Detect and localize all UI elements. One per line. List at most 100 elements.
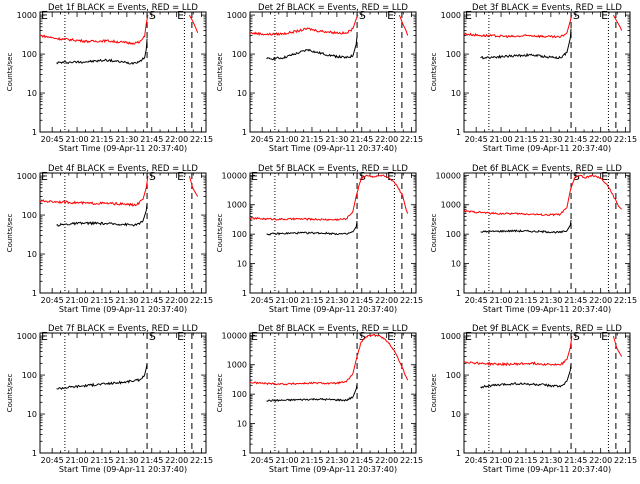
event-marker-label: S — [149, 170, 156, 183]
chart-panel-4: Det 4f BLACK = Events, RED = LLD 1 10 100 10… — [6, 164, 213, 314]
y-tick-label: 1 — [242, 449, 247, 458]
chart-title: Det 3f BLACK = Events, RED = LLD — [472, 3, 622, 13]
y-tick-label: 1000 — [441, 201, 461, 210]
chart-panel-8: Det 8f BLACK = Events, RED = LLD 1 10 100 10… — [216, 324, 423, 474]
y-tick-label: 1000 — [17, 11, 37, 20]
y-tick-label: 10000 — [222, 331, 247, 340]
event-marker-label: S — [359, 9, 366, 22]
x-tick-label: 20:45 — [41, 296, 64, 305]
y-tick-label: 1 — [242, 289, 247, 298]
x-tick-label: 21:00 — [276, 456, 299, 465]
y-tick-label: 100 — [446, 371, 461, 380]
x-tick-label: 20:45 — [465, 456, 488, 465]
events-series-line — [56, 203, 148, 227]
x-tick-label: 20:45 — [251, 456, 274, 465]
chart-title: Det 7f BLACK = Events, RED = LLD — [48, 324, 198, 334]
event-marker-label: S — [359, 170, 366, 183]
event-marker-label: E — [41, 170, 48, 183]
chart-title: Det 2f BLACK = Events, RED = LLD — [258, 3, 408, 13]
y-tick-label: 1 — [32, 289, 37, 298]
lld-series-line — [40, 14, 149, 46]
x-tick-label: 22:15 — [614, 135, 637, 144]
x-tick-label: 22:15 — [190, 296, 213, 305]
y-axis-label: Counts/sec — [6, 214, 14, 253]
y-axis-label: Counts/sec — [430, 214, 438, 253]
x-tick-label: 20:45 — [41, 135, 64, 144]
event-marker-label: E — [465, 9, 472, 22]
event-marker-label: E — [601, 330, 608, 343]
y-tick-label: 1000 — [227, 11, 247, 20]
x-tick-label: 20:45 — [251, 296, 274, 305]
y-axis-label: Counts/sec — [430, 53, 438, 92]
lld-series-line — [40, 176, 149, 207]
event-marker-label: E — [41, 9, 48, 22]
chart-panel-6: Det 6f BLACK = Events, RED = LLD 1 10 100 10… — [430, 164, 637, 314]
lld-series-line — [612, 14, 623, 31]
plot-frame — [463, 332, 631, 454]
x-tick-label: 21:00 — [490, 456, 513, 465]
x-tick-label: 20:45 — [251, 135, 274, 144]
x-tick-label: 20:45 — [41, 456, 64, 465]
x-tick-label: 22:00 — [165, 296, 188, 305]
x-axis-label: Start Time (09-Apr-11 20:37:40) — [483, 305, 611, 314]
x-tick-label: 21:45 — [140, 456, 163, 465]
lld-series-line — [464, 336, 573, 367]
x-tick-label: 21:15 — [514, 456, 537, 465]
x-tick-label: 21:45 — [140, 296, 163, 305]
event-marker-label: E — [177, 9, 184, 22]
chart-panel-2: Det 2f BLACK = Events, RED = LLD 1 10 100 10… — [216, 3, 423, 153]
y-tick-label: 1000 — [441, 11, 461, 20]
y-tick-label: 10 — [27, 250, 37, 259]
plot-frame — [463, 11, 631, 133]
x-tick-label: 21:00 — [66, 296, 89, 305]
y-axis-label: Counts/sec — [216, 53, 224, 92]
event-marker-label: E — [601, 9, 608, 22]
event-marker-label: E — [251, 170, 258, 183]
x-tick-label: 21:00 — [276, 296, 299, 305]
event-marker-label: E — [387, 9, 394, 22]
y-tick-label: 1 — [32, 449, 37, 458]
y-tick-label: 100 — [232, 50, 247, 59]
x-tick-label: 21:30 — [539, 296, 562, 305]
plot-frame — [39, 332, 207, 454]
plot-frame — [249, 11, 417, 133]
x-tick-label: 21:00 — [66, 456, 89, 465]
y-tick-label: 1 — [242, 128, 247, 137]
x-tick-label: 21:15 — [514, 135, 537, 144]
x-tick-label: 22:00 — [589, 456, 612, 465]
event-marker-label: S — [573, 330, 580, 343]
events-series-line — [480, 363, 572, 389]
x-tick-label: 21:15 — [90, 135, 113, 144]
event-marker-label: E — [601, 170, 608, 183]
y-tick-label: 10000 — [436, 171, 461, 180]
x-axis-label: Start Time (09-Apr-11 20:37:40) — [483, 144, 611, 153]
event-marker-label: S — [149, 330, 156, 343]
x-axis-label: Start Time (09-Apr-11 20:37:40) — [59, 305, 187, 314]
x-tick-label: 21:15 — [300, 296, 323, 305]
x-tick-label: 21:30 — [325, 456, 348, 465]
x-axis-label: Start Time (09-Apr-11 20:37:40) — [59, 144, 187, 153]
x-tick-label: 21:30 — [115, 456, 138, 465]
chart-title: Det 1f BLACK = Events, RED = LLD — [48, 3, 198, 13]
x-tick-label: 20:45 — [465, 135, 488, 144]
y-tick-label: 10 — [27, 410, 37, 419]
x-tick-label: 21:00 — [66, 135, 89, 144]
y-tick-label: 10 — [451, 260, 461, 269]
x-tick-label: 22:00 — [165, 135, 188, 144]
lld-series-line — [612, 335, 623, 357]
chart-title: Det 8f BLACK = Events, RED = LLD — [258, 324, 408, 334]
x-tick-label: 22:15 — [400, 296, 423, 305]
event-marker-label: S — [359, 330, 366, 343]
x-tick-label: 21:15 — [514, 296, 537, 305]
events-series-line — [56, 38, 148, 66]
events-series-line — [266, 220, 358, 236]
chart-panel-3: Det 3f BLACK = Events, RED = LLD 1 10 100 10… — [430, 3, 637, 153]
x-tick-label: 21:45 — [350, 135, 373, 144]
event-marker-label: E — [177, 170, 184, 183]
lld-series-line — [250, 14, 359, 37]
y-tick-label: 1000 — [441, 332, 461, 341]
y-tick-label: 100 — [22, 211, 37, 220]
y-tick-label: 10 — [237, 89, 247, 98]
